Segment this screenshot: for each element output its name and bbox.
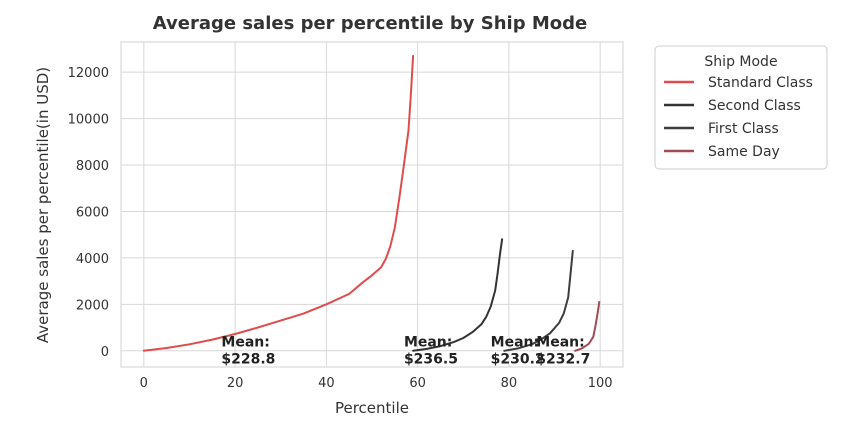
- x-tick-label: 60: [409, 376, 426, 391]
- series-line: [412, 238, 504, 352]
- legend-label: Standard Class: [708, 75, 813, 91]
- x-tick-label: 40: [318, 376, 335, 391]
- mean-annotation: $228.8: [221, 351, 275, 367]
- mean-annotation: Mean:: [404, 334, 452, 350]
- chart-title: Average sales per percentile by Ship Mod…: [153, 13, 588, 34]
- legend-entries: Standard Class Second Class First Class Sam…: [664, 75, 813, 160]
- y-axis-ticks: 0 2000 4000 6000 8000 10000 12000: [68, 66, 109, 360]
- legend-label: Same Day: [708, 144, 780, 160]
- x-tick-label: 0: [140, 376, 148, 391]
- plot-area: [120, 41, 624, 368]
- x-tick-label: 80: [501, 376, 518, 391]
- mean-annotation: $230.2: [491, 351, 545, 367]
- y-tick-label: 2000: [76, 298, 109, 313]
- mean-annotation: Mean:: [491, 334, 539, 350]
- y-tick-label: 12000: [68, 66, 109, 81]
- series-line: [142, 54, 415, 352]
- y-tick-label: 4000: [76, 252, 109, 267]
- y-tick-label: 6000: [76, 205, 109, 220]
- grid: [121, 42, 623, 367]
- y-tick-label: 8000: [76, 159, 109, 174]
- legend-label: Second Class: [708, 98, 801, 114]
- mean-annotation: Mean:: [536, 334, 584, 350]
- x-axis-ticks: 0 20 40 60 80 100: [140, 376, 613, 391]
- annotations: Mean:$228.8Mean:$236.5Mean:$230.2Mean:$2…: [221, 334, 590, 367]
- legend: Ship Mode Standard Class Second Class Firs…: [654, 45, 828, 170]
- series-line: [574, 301, 601, 352]
- x-tick-label: 20: [227, 376, 244, 391]
- legend-title: Ship Mode: [704, 54, 777, 70]
- series-lines: [142, 54, 601, 352]
- legend-label: First Class: [708, 121, 779, 137]
- mean-annotation: Mean:: [221, 334, 269, 350]
- x-tick-label: 100: [588, 376, 613, 391]
- x-axis-label: Percentile: [335, 399, 409, 417]
- y-axis-label: Average sales per percentile(in USD): [34, 67, 52, 343]
- mean-annotation: $236.5: [404, 351, 458, 367]
- y-tick-label: 0: [101, 345, 109, 360]
- legend-box: [654, 45, 828, 170]
- series-line: [503, 249, 574, 352]
- mean-annotation: $232.7: [536, 351, 590, 367]
- y-tick-label: 10000: [68, 113, 109, 128]
